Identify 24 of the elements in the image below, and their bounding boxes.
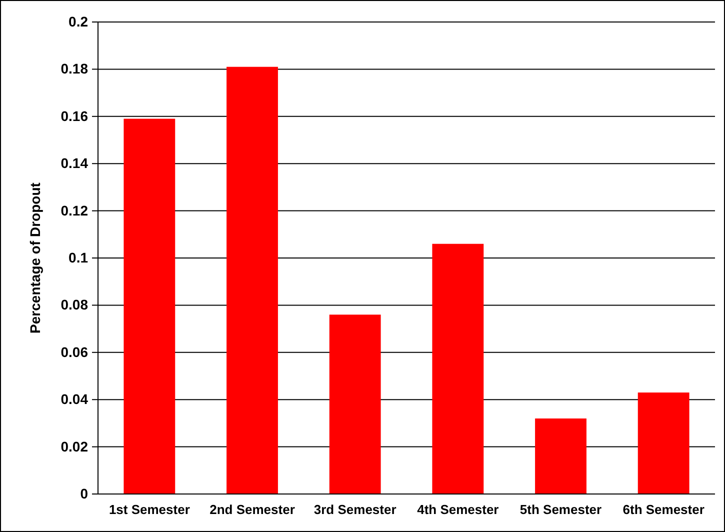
y-axis-title: Percentage of Dropout xyxy=(27,182,43,334)
x-tick-label: 5th Semester xyxy=(520,502,602,517)
y-tick-label: 0.2 xyxy=(68,13,88,30)
bar xyxy=(638,392,690,494)
y-tick-label: 0.16 xyxy=(60,108,88,124)
bar xyxy=(535,418,586,494)
x-tick-label: 6th Semester xyxy=(622,502,704,517)
x-tick-label: 2nd Semester xyxy=(210,502,295,517)
y-tick-label: 0.06 xyxy=(60,344,88,360)
x-tick-label: 1st Semester xyxy=(108,502,190,517)
y-tick-label: 0 xyxy=(80,485,88,502)
y-tick-label: 0.12 xyxy=(60,202,88,218)
bar xyxy=(226,66,278,494)
y-tick-label: 0.04 xyxy=(60,391,88,408)
x-tick-label: 4th Semester xyxy=(417,502,499,517)
y-tick-label: 0.1 xyxy=(68,249,88,266)
y-tick-label: 0.18 xyxy=(60,60,88,77)
bar xyxy=(432,244,484,494)
bar xyxy=(124,118,176,494)
y-tick-label: 0.02 xyxy=(60,438,88,454)
y-tick-label: 0.14 xyxy=(60,155,88,172)
x-tick-label: 3rd Semester xyxy=(314,502,396,517)
bar xyxy=(329,314,381,494)
y-tick-label: 0.08 xyxy=(60,296,88,313)
